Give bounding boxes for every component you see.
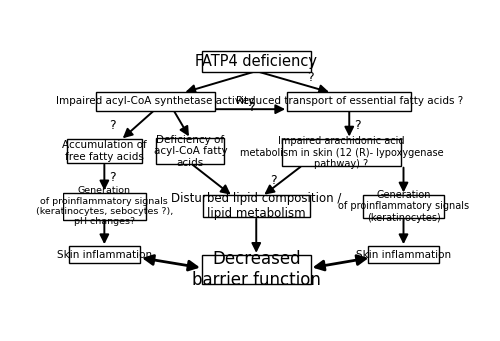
FancyBboxPatch shape <box>203 195 310 218</box>
Text: Generation
of proinflammatory signals
(keratinocytes): Generation of proinflammatory signals (k… <box>338 190 469 223</box>
Text: ?: ? <box>248 101 254 114</box>
Text: ?: ? <box>270 174 277 187</box>
FancyBboxPatch shape <box>202 51 310 72</box>
FancyBboxPatch shape <box>68 247 140 264</box>
Text: Deficiency of
acyl-CoA fatty
acids: Deficiency of acyl-CoA fatty acids <box>154 135 227 168</box>
Text: ?: ? <box>354 119 361 132</box>
FancyBboxPatch shape <box>202 255 310 284</box>
Text: Disturbed lipid composition /
lipid metabolism: Disturbed lipid composition / lipid meta… <box>171 192 342 220</box>
FancyBboxPatch shape <box>156 138 224 164</box>
Text: ?: ? <box>110 119 116 132</box>
Text: Accumulation of
free fatty acids: Accumulation of free fatty acids <box>62 140 146 162</box>
Text: Reduced transport of essential fatty acids ?: Reduced transport of essential fatty aci… <box>236 96 463 106</box>
Text: Skin inflammation: Skin inflammation <box>57 250 152 260</box>
Text: ?: ? <box>110 172 116 184</box>
FancyBboxPatch shape <box>282 139 401 166</box>
Text: Impaired arachidonic acid
metabolism in skin (12 (R)- lypoxygenase
pathway) ?: Impaired arachidonic acid metabolism in … <box>240 136 444 169</box>
Text: Skin inflammation: Skin inflammation <box>356 250 451 260</box>
Text: Decreased
barrier function: Decreased barrier function <box>192 250 320 289</box>
Text: Generation
of proinflammatory signals
(keratinocytes, sebocytes ?),
pH changes?: Generation of proinflammatory signals (k… <box>36 186 173 226</box>
Text: FATP4 deficiency: FATP4 deficiency <box>195 55 318 70</box>
FancyBboxPatch shape <box>96 92 214 110</box>
Text: ?: ? <box>307 71 314 84</box>
FancyBboxPatch shape <box>66 139 142 163</box>
FancyBboxPatch shape <box>363 194 444 218</box>
FancyBboxPatch shape <box>368 247 440 264</box>
FancyBboxPatch shape <box>287 92 411 110</box>
FancyBboxPatch shape <box>62 193 146 220</box>
Text: Impaired acyl-CoA synthetase activity: Impaired acyl-CoA synthetase activity <box>56 96 254 106</box>
